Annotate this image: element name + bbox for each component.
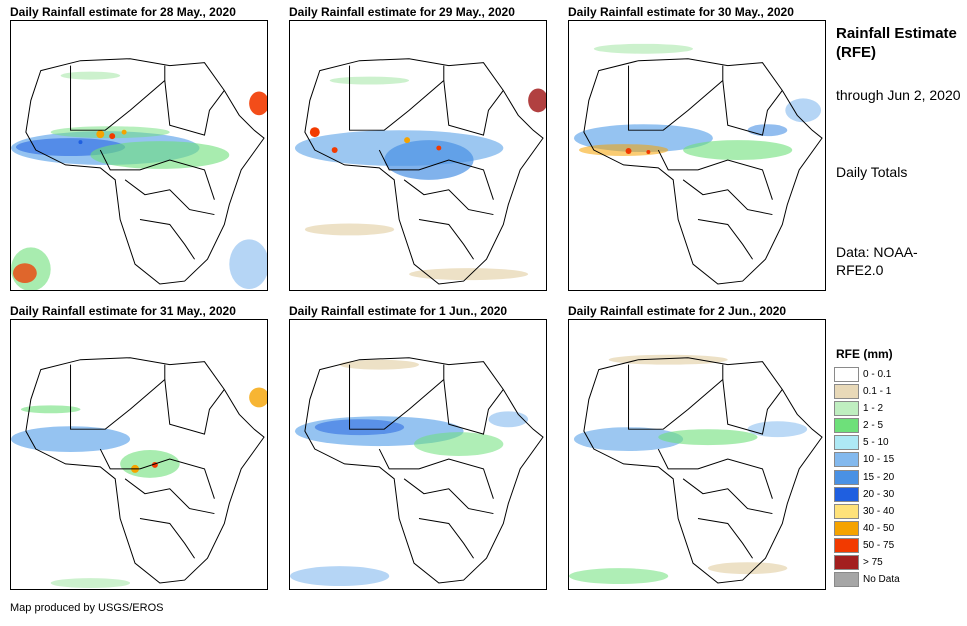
legend-item: No Data — [834, 572, 959, 589]
africa-outline-1-jun — [304, 357, 544, 584]
rain-band-1-jun — [290, 359, 529, 587]
rainfall-map-28-may — [10, 20, 268, 291]
rainfall-map-1-jun — [289, 319, 547, 590]
africa-map-1-jun — [290, 357, 544, 587]
legend-item: 1 - 2 — [834, 401, 959, 418]
credit-text: Map produced by USGS/EROS — [10, 602, 164, 614]
legend-item: > 75 — [834, 555, 959, 572]
africa-map-29-may — [294, 58, 546, 285]
rainfall-map-2-jun — [568, 319, 826, 590]
legend-item: 20 - 30 — [834, 486, 959, 504]
legend-swatch — [834, 418, 859, 434]
legend-label: 20 - 30 — [863, 488, 895, 500]
legend-swatch — [834, 520, 859, 536]
legend-label: 30 - 40 — [863, 505, 895, 517]
legend-label: 0 - 0.1 — [863, 369, 892, 380]
legend-swatch — [834, 384, 859, 400]
legend-swatch — [834, 452, 859, 468]
africa-outline-30-may — [583, 58, 823, 285]
info-through: through Jun 2, 2020 — [836, 87, 961, 103]
panel-title-2-jun: Daily Rainfall estimate for 2 Jun., 2020 — [568, 304, 787, 318]
panel-title-1-jun: Daily Rainfall estimate for 1 Jun., 2020 — [289, 304, 508, 318]
legend-swatch — [834, 503, 859, 519]
panel-title-29-may: Daily Rainfall estimate for 29 May., 202… — [289, 5, 515, 19]
legend-swatch — [834, 572, 859, 588]
legend-swatch — [834, 486, 859, 502]
legend-label: 2 - 5 — [863, 420, 884, 432]
africa-outline-29-may — [304, 58, 544, 285]
rain-band-29-may — [294, 76, 546, 281]
legend-item: 0.1 - 1 — [834, 384, 959, 401]
legend-item: 15 - 20 — [834, 469, 959, 487]
rain-band-31-may — [11, 387, 267, 589]
legend-title: RFE (mm) — [836, 347, 893, 361]
legend-item: 2 - 5 — [834, 418, 959, 435]
africa-outline-28-may — [25, 58, 265, 285]
legend-item: 0 - 0.1 — [834, 367, 959, 384]
legend-label: 40 - 50 — [863, 522, 895, 534]
legend-swatch — [834, 435, 859, 451]
legend-label: > 75 — [863, 557, 883, 569]
legend-label: No Data — [863, 574, 900, 586]
legend-label: 10 - 15 — [863, 454, 895, 466]
legend-item: 10 - 15 — [834, 452, 959, 469]
panel-title-28-may: Daily Rainfall estimate for 28 May., 202… — [10, 5, 236, 19]
legend-swatch — [834, 537, 859, 553]
rain-band-2-jun — [569, 354, 808, 585]
legend-label: 5 - 10 — [863, 437, 889, 449]
info-totals: Daily Totals — [836, 164, 908, 180]
legend-item: 40 - 50 — [834, 520, 959, 538]
legend-label: 0.1 - 1 — [863, 386, 892, 398]
legend-swatch — [834, 555, 859, 571]
legend-item: 30 - 40 — [834, 503, 959, 521]
africa-outline-2-jun — [583, 357, 823, 584]
rainfall-map-31-may — [10, 319, 268, 590]
africa-map-30-may — [573, 43, 823, 285]
legend-label: 50 - 75 — [863, 539, 895, 551]
rain-band-30-may — [573, 43, 822, 160]
panel-title-30-may: Daily Rainfall estimate for 30 May., 202… — [568, 5, 794, 19]
africa-map-2-jun — [569, 354, 823, 585]
africa-map-28-may — [11, 58, 267, 290]
rainfall-map-30-may — [568, 20, 826, 291]
legend-label: 1 - 2 — [863, 403, 884, 415]
legend-label: 15 - 20 — [863, 471, 895, 483]
legend-item: 5 - 10 — [834, 435, 959, 452]
legend-swatch — [834, 469, 859, 485]
legend-swatch — [834, 367, 859, 382]
info-title: Rainfall Estimate (RFE) — [836, 25, 957, 61]
panel-title-31-may: Daily Rainfall estimate for 31 May., 202… — [10, 304, 236, 318]
rainfall-map-29-may — [289, 20, 547, 291]
rain-band-28-may — [11, 71, 267, 290]
africa-outline-31-may — [25, 357, 265, 584]
legend: 0 - 0.1 0.1 - 1 1 - 2 2 - 5 5 - 10 10 - 15 15 … — [834, 367, 959, 589]
info-data-source: Data: NOAA-RFE2.0 — [836, 244, 918, 278]
africa-map-31-may — [11, 357, 267, 589]
legend-swatch — [834, 401, 859, 417]
legend-item: 50 - 75 — [834, 537, 959, 555]
